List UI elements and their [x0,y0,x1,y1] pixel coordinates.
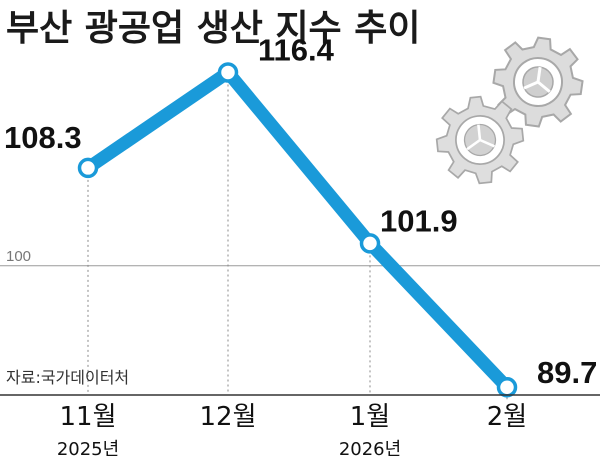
data-point [359,233,381,254]
data-point [496,376,518,398]
x-tick-label: 2월 [487,402,527,432]
series-line [81,65,514,394]
chart-title: 부산 광공업 생산 지수 추이 [6,8,420,49]
drop-lines [87,84,508,400]
data-labels: 108.3 116.4 101.9 89.7 [4,32,597,390]
data-label: 116.4 [258,32,335,67]
gear-icon-large [492,36,584,128]
x-tick-label: 12월 [199,402,256,432]
x-tick-year-label: 2026년 [339,439,401,460]
x-tick-year-label: 2025년 [57,439,119,460]
data-point [77,157,99,179]
x-axis-ticks: 11월 2025년 12월 1월 2026년 2월 [57,402,527,460]
source-note: 자료:국가데이터처 [6,368,129,387]
data-point [217,62,239,83]
data-label: 89.7 [537,355,597,390]
reference-line-label: 100 [6,248,31,265]
data-label: 108.3 [4,120,82,155]
gear-icon-small [435,95,525,185]
x-tick-label: 11월 [59,402,116,432]
data-label: 101.9 [380,203,458,238]
x-tick-label: 1월 [350,402,390,432]
